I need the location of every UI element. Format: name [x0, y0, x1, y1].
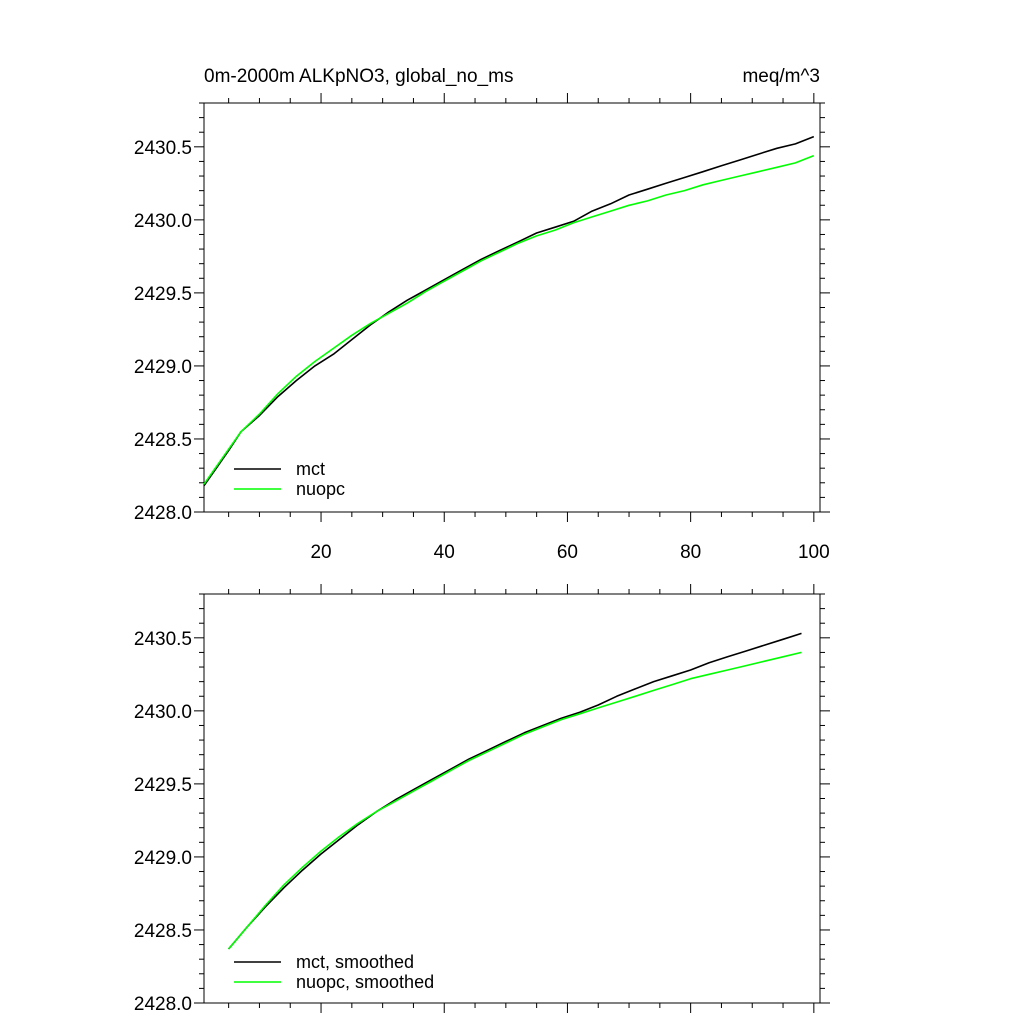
series-line: [203, 135, 815, 487]
y-tick-label: 2428.5: [134, 921, 192, 942]
x-tick-label: 80: [680, 542, 701, 563]
legend-label: nuopc: [296, 479, 345, 499]
y-tick-label: 2429.5: [134, 284, 192, 305]
x-tick-label: 40: [434, 542, 455, 563]
series-line: [227, 632, 802, 950]
title-left: 0m-2000m ALKpNO3, global_no_ms: [204, 66, 513, 87]
y-tick-label: 2430.0: [134, 702, 192, 723]
x-tick-label: 100: [798, 542, 830, 563]
top-panel: 0m-2000m ALKpNO3, global_no_ms meq/m^3 2…: [134, 66, 830, 563]
y-tick-label: 2429.0: [134, 357, 192, 378]
y-tick-label: 2428.0: [134, 994, 192, 1015]
y-tick-label: 2430.0: [134, 211, 192, 232]
y-tick-label: 2430.5: [134, 138, 192, 159]
y-tick-label: 2428.5: [134, 430, 192, 451]
legend-label: mct, smoothed: [296, 952, 414, 972]
tick-marks: [194, 93, 830, 522]
tick-marks: [194, 584, 830, 1013]
title-right: meq/m^3: [742, 66, 820, 87]
y-tick-label: 2429.0: [134, 848, 192, 869]
y-tick-label: 2430.5: [134, 629, 192, 650]
series-line: [203, 154, 815, 485]
series-line: [227, 651, 802, 950]
legend-label: mct: [296, 459, 325, 479]
x-tick-label: 20: [310, 542, 331, 563]
plot-frame: [203, 593, 821, 1004]
x-tick-label: 60: [557, 542, 578, 563]
y-tick-label: 2429.5: [134, 775, 192, 796]
bottom-panel: 2428.0 2428.5 2429.0 2429.5 2430.0 2430.5 mct,…: [134, 584, 830, 1015]
y-tick-label: 2428.0: [134, 503, 192, 524]
legend-label: nuopc, smoothed: [296, 972, 434, 992]
